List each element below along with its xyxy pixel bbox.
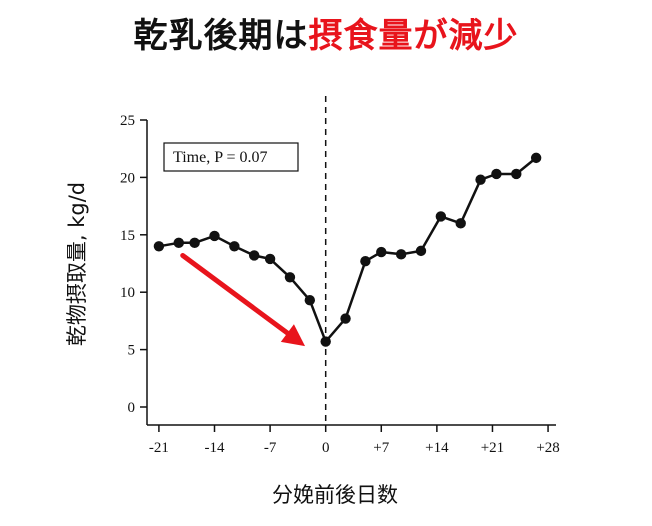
data-point — [304, 295, 316, 306]
x-tick-label: +14 — [425, 440, 449, 456]
data-point — [209, 230, 220, 242]
data-point — [435, 211, 447, 222]
y-tick-label: 25 — [120, 113, 135, 129]
data-points — [153, 152, 542, 347]
data-point — [415, 245, 427, 257]
y-tick-label: 0 — [128, 400, 136, 416]
data-point — [511, 168, 522, 180]
y-tick-label: 5 — [128, 343, 136, 359]
x-tick-label: 0 — [322, 440, 330, 456]
x-tick-label: +21 — [481, 440, 504, 456]
y-tick-label: 20 — [120, 170, 135, 186]
data-point — [376, 246, 387, 258]
decline-arrow — [180, 252, 290, 336]
data-point — [320, 336, 331, 347]
data-point — [189, 237, 200, 249]
x-tick-label: +7 — [373, 440, 389, 456]
chart-title: 乾乳後期は摂食量が減少 — [0, 8, 652, 57]
data-point — [455, 218, 466, 229]
data-point — [395, 249, 407, 260]
x-axis-ticks: -21 -14 -7 0 +7 +14 +21 +28 — [149, 425, 560, 456]
annotation-text: Time, P = 0.07 — [173, 149, 268, 166]
data-point — [284, 272, 296, 283]
data-point — [264, 253, 276, 265]
data-point — [153, 241, 165, 252]
data-point — [340, 313, 351, 324]
x-tick-label: +28 — [536, 440, 559, 456]
data-point — [530, 152, 542, 164]
x-axis-title: 分娩前後日数 — [272, 483, 398, 507]
annotation-box: Time, P = 0.07 — [163, 142, 299, 172]
data-point — [491, 168, 502, 180]
y-tick-label: 10 — [120, 285, 135, 301]
title-red-part: 摂食量が減少 — [308, 16, 519, 56]
y-axis-title: 乾物摂取量, kg/d — [65, 182, 89, 346]
data-point — [249, 250, 260, 261]
data-point — [173, 237, 184, 249]
data-point — [229, 241, 240, 252]
decline-arrow-head — [280, 324, 306, 347]
x-tick-label: -7 — [264, 440, 277, 456]
x-tick-label: -21 — [149, 440, 169, 456]
x-tick-label: -14 — [205, 440, 225, 456]
title-black-part: 乾乳後期は — [133, 16, 309, 56]
y-axis-ticks: 0 5 10 15 20 25 — [120, 113, 147, 416]
data-point — [475, 174, 486, 185]
data-point — [360, 256, 371, 267]
y-tick-label: 15 — [120, 228, 135, 244]
